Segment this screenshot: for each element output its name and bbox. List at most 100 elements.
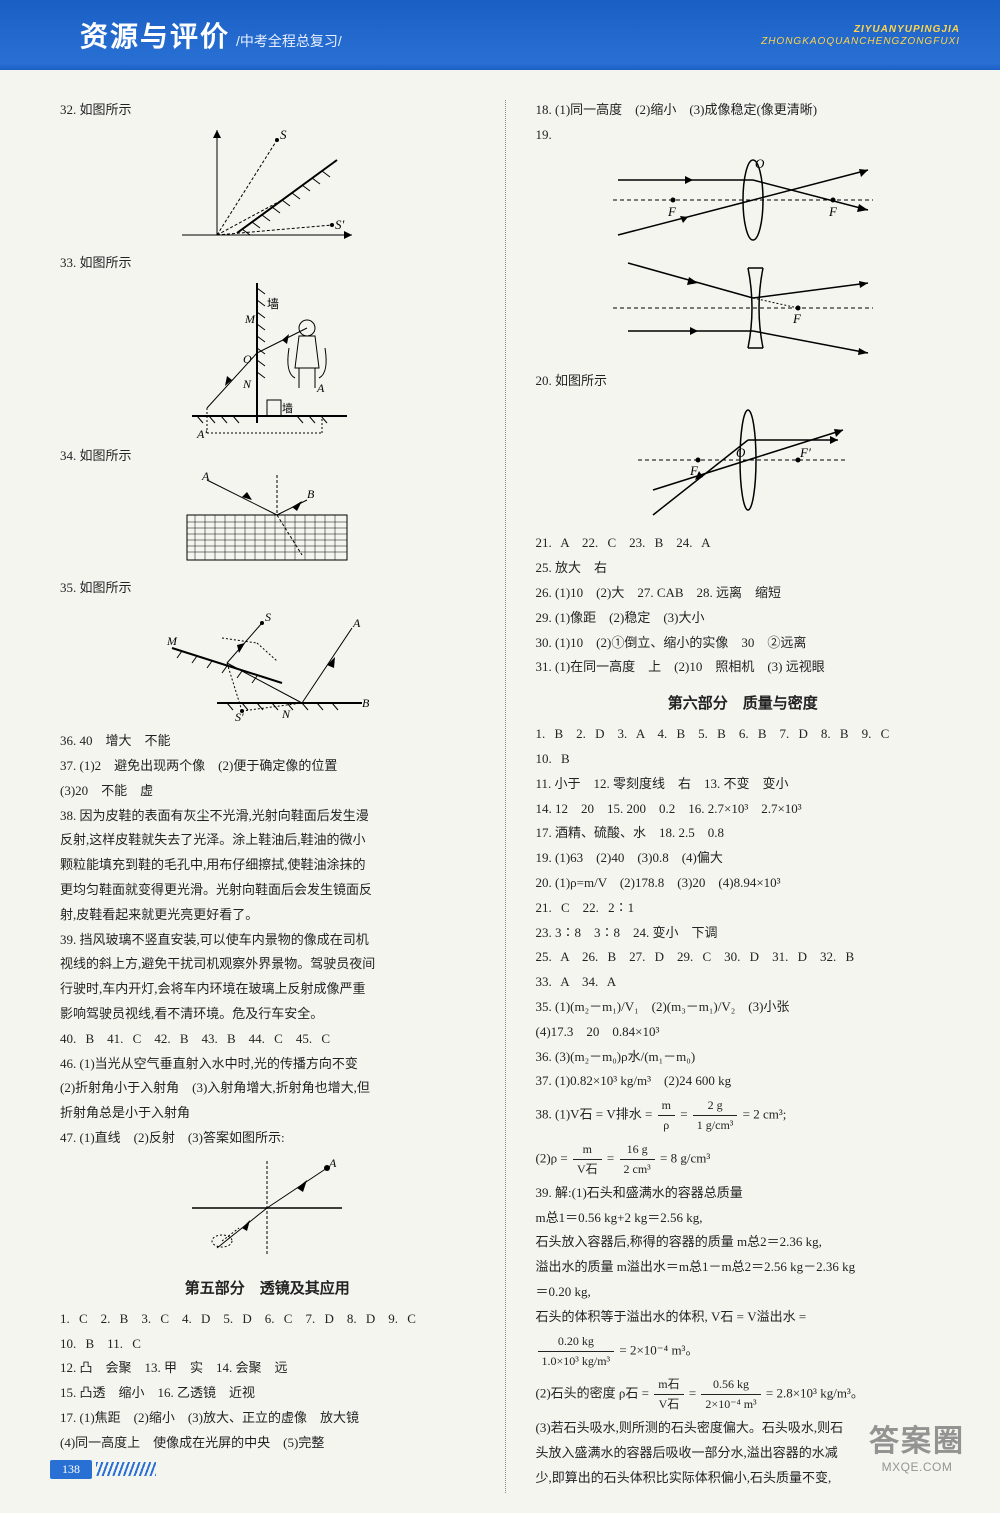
q38d: 更均匀鞋面就变得更光滑。光射向鞋面后会发生镜面反 xyxy=(60,880,475,901)
svg-text:F: F xyxy=(828,204,838,219)
header-pinyin-2: ZHONGKAOQUANCHENGZONGFUXI xyxy=(761,36,960,47)
svg-text:O: O xyxy=(736,445,746,460)
s5-10-11: 10. B 11. C xyxy=(60,1334,475,1355)
svg-text:F: F xyxy=(792,311,802,326)
right-column: 18. (1)同一高度 (2)缩小 (3)成像稳定(像更清晰) 19. O F … xyxy=(536,100,951,1493)
svg-text:M: M xyxy=(244,312,256,326)
s6-19: 19. (1)63 (2)40 (3)0.8 (4)偏大 xyxy=(536,848,951,869)
s6-38-2a: (2)ρ = xyxy=(536,1150,571,1165)
s6-25-32: 25. A 26. B 27. D 29. C 30. D 31. D 32. … xyxy=(536,947,951,968)
q37b: (3)20 不能 虚 xyxy=(60,781,475,802)
s6-20: 20. (1)ρ=m/V (2)178.8 (3)20 (4)8.94×10³ xyxy=(536,873,951,894)
r-31: 31. (1)在同一高度 上 (2)10 照相机 (3) 远视眼 xyxy=(536,657,951,678)
s6-38-mid: = xyxy=(680,1107,691,1122)
q38c: 颗粒能填充到鞋的毛孔中,用布仔细擦拭,使鞋油涂抹的 xyxy=(60,855,475,876)
frac4: 16 g2 cm³ xyxy=(618,1140,657,1179)
s6-10: 10. B xyxy=(536,749,951,770)
s6-11-13: 11. 小于 12. 零刻度线 右 13. 不变 变小 xyxy=(536,774,951,795)
s6-39-2c: = 2.8×10³ kg/m³。 xyxy=(766,1386,864,1401)
s6-39-2a: (2)石头的密度 ρ石 = xyxy=(536,1386,653,1401)
q39a: 39. 挡风玻璃不竖直安装,可以使车内景物的像成在司机 xyxy=(60,930,475,951)
page-bar-stripes-icon xyxy=(96,1462,156,1476)
q36: 36. 40 增大 不能 xyxy=(60,731,475,752)
frac7: 0.56 kg2×10⁻⁴ m³ xyxy=(699,1375,762,1414)
s6-37: 37. (1)0.82×10³ kg/m³ (2)24 600 kg xyxy=(536,1071,951,1092)
s6-39c: 石头放入容器后,称得的容器的质量 m总2＝2.36 kg, xyxy=(536,1232,951,1253)
s6-38-end: = 2 cm³; xyxy=(743,1107,787,1122)
r-q19-label: 19. xyxy=(536,125,951,146)
s6-38-line1: 38. (1)V石 = V排水 = mρ = 2 g1 g/cm³ = 2 cm… xyxy=(536,1096,951,1135)
svg-text:A: A xyxy=(201,470,210,483)
svg-text:S′: S′ xyxy=(235,710,244,723)
frac6: m石V石 xyxy=(652,1375,685,1414)
s6-39-2: (2)石头的密度 ρ石 = m石V石 = 0.56 kg2×10⁻⁴ m³ = … xyxy=(536,1375,951,1414)
s6-39-3a: (3)若石头吸水,则所测的石头密度偏大。石头吸水,则石 xyxy=(536,1418,951,1439)
svg-text:F′: F′ xyxy=(799,445,811,460)
q46c: 折射角总是小于入射角 xyxy=(60,1103,475,1124)
q46a: 46. (1)当光从空气垂直射入水中时,光的传播方向不变 xyxy=(60,1054,475,1075)
column-divider xyxy=(505,100,506,1493)
s6-38-pre: 38. (1)V石 = V排水 = xyxy=(536,1107,656,1122)
s6-39-vol: 0.20 kg1.0×10³ kg/m³ = 2×10⁻⁴ m³。 xyxy=(536,1332,951,1371)
svg-text:A: A xyxy=(352,616,361,630)
s6-33-34: 33. A 34. A xyxy=(536,972,951,993)
q39b: 视线的斜上方,避免干扰司机观察外界景物。驾驶员夜间 xyxy=(60,954,475,975)
s6-23-24: 23. 3∶8 3∶8 24. 变小 下调 xyxy=(536,923,951,944)
header-pinyin-1: ZIYUANYUPINGJIA xyxy=(761,24,960,35)
s5-17: 17. (1)焦距 (2)缩小 (3)放大、正立的虚像 放大镜 xyxy=(60,1408,475,1429)
s6-39g: = 2×10⁻⁴ m³。 xyxy=(619,1342,698,1357)
left-column: 32. 如图所示 S S′ xyxy=(60,100,475,1493)
header-title: 资源与评价 xyxy=(80,15,230,55)
page-body: 32. 如图所示 S S′ xyxy=(0,70,1000,1513)
q38b: 反射,这样皮鞋就失去了光泽。涂上鞋油后,鞋油的微小 xyxy=(60,830,475,851)
r-30: 30. (1)10 (2)①倒立、缩小的实像 30 ②远离 xyxy=(536,633,951,654)
s5-15-16: 15. 凸透 缩小 16. 乙透镜 近视 xyxy=(60,1383,475,1404)
s6-39-2b: = xyxy=(689,1386,700,1401)
q20-figure: F F′ O xyxy=(536,395,951,525)
frac1: mρ xyxy=(656,1096,677,1135)
s6-39d: 溢出水的质量 m溢出水＝m总1－m总2＝2.56 kg－2.36 kg xyxy=(536,1257,951,1278)
svg-text:A′: A′ xyxy=(196,427,207,438)
svg-text:O: O xyxy=(243,352,252,366)
r-q20-label: 20. 如图所示 xyxy=(536,371,951,392)
q40-45: 40. B 41. C 42. B 43. B 44. C 45. C xyxy=(60,1029,475,1050)
s6-39e: ＝0.20 kg, xyxy=(536,1282,951,1303)
s6-39-3b: 头放入盛满水的容器后吸收一部分水,溢出容器的水减 xyxy=(536,1443,951,1464)
r-25: 25. 放大 右 xyxy=(536,558,951,579)
s6-35a: 35. (1)(m₂－m₁)/V₁ (2)(m₃－m₁)/V₂ (3)小张 xyxy=(536,997,951,1018)
q47-figure: A xyxy=(60,1153,475,1263)
q35-figure: M B N S A S′ xyxy=(60,603,475,723)
svg-text:M: M xyxy=(166,634,178,648)
s6-39f: 石头的体积等于溢出水的体积, V石 = V溢出水 = xyxy=(536,1307,951,1328)
q47: 47. (1)直线 (2)反射 (3)答案如图所示: xyxy=(60,1128,475,1149)
s6-39b: m总1＝0.56 kg+2 kg＝2.56 kg, xyxy=(536,1208,951,1229)
svg-text:A: A xyxy=(316,381,325,395)
s6-39-3c: 少,即算出的石头体积比实际体积偏小,石头质量不变, xyxy=(536,1468,951,1489)
s5-12-14: 12. 凸 会聚 13. 甲 实 14. 会聚 远 xyxy=(60,1358,475,1379)
s6-39a: 39. 解:(1)石头和盛满水的容器总质量 xyxy=(536,1183,951,1204)
header-bar: 资源与评价 /中考全程总复习/ ZIYUANYUPINGJIA ZHONGKAO… xyxy=(0,0,1000,70)
q39d: 影响驾驶员视线,看不清环境。危及行车安全。 xyxy=(60,1004,475,1025)
svg-text:S′: S′ xyxy=(335,217,345,232)
s6-36: 36. (3)(m₂－m₀)ρ水/(m₁－m₀) xyxy=(536,1047,951,1068)
q38e: 射,皮鞋看起来就更光亮更好看了。 xyxy=(60,905,475,926)
page-number-bar: 138 xyxy=(50,1457,156,1481)
q32-figure: S S′ xyxy=(60,125,475,245)
s6-14-16: 14. 12 20 15. 200 0.2 16. 2.7×10³ 2.7×10… xyxy=(536,799,951,820)
svg-text:F: F xyxy=(667,204,677,219)
r-29: 29. (1)像距 (2)稳定 (3)大小 xyxy=(536,608,951,629)
q46b: (2)折射角小于入射角 (3)入射角增大,折射角也增大,但 xyxy=(60,1078,475,1099)
page-number: 138 xyxy=(50,1460,92,1479)
header-right: ZIYUANYUPINGJIA ZHONGKAOQUANCHENGZONGFUX… xyxy=(761,24,960,47)
q33-figure: 墙 墙 A M O N xyxy=(60,278,475,438)
r-21-24: 21. A 22. C 23. B 24. A xyxy=(536,533,951,554)
s6-17-18: 17. 酒精、硫酸、水 18. 2.5 0.8 xyxy=(536,823,951,844)
svg-text:N: N xyxy=(242,377,252,391)
svg-text:O: O xyxy=(755,156,765,171)
svg-text:墙: 墙 xyxy=(282,401,293,415)
s5-17b: (4)同一高度上 使像成在光屏的中央 (5)完整 xyxy=(60,1433,475,1454)
svg-text:S: S xyxy=(280,127,287,142)
q19-figure-convex: O F F xyxy=(536,150,951,245)
s6-38-2b: = xyxy=(607,1150,618,1165)
frac3: mV石 xyxy=(571,1140,604,1179)
